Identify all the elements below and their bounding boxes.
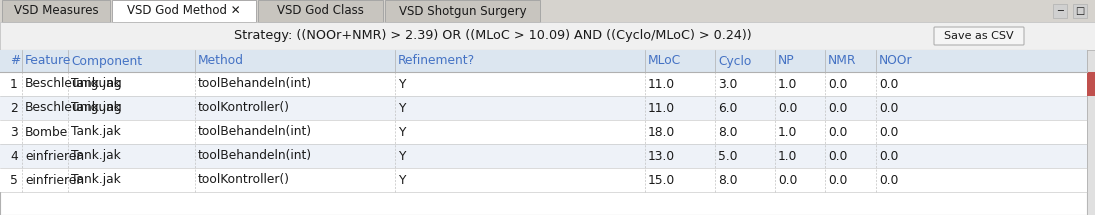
Text: Y: Y xyxy=(397,101,405,115)
Text: 11.0: 11.0 xyxy=(648,101,676,115)
Bar xyxy=(1087,72,1095,96)
Text: VSD Shotgun Surgery: VSD Shotgun Surgery xyxy=(399,5,527,17)
Text: Tank.jak: Tank.jak xyxy=(71,174,120,186)
Text: Refinement?: Refinement? xyxy=(397,54,475,68)
Bar xyxy=(0,72,1087,96)
Bar xyxy=(0,22,1095,50)
Bar xyxy=(0,120,1087,144)
Text: 5.0: 5.0 xyxy=(718,149,738,163)
Text: Tank.jak: Tank.jak xyxy=(71,149,120,163)
Text: 2: 2 xyxy=(10,101,18,115)
Text: Feature: Feature xyxy=(25,54,71,68)
Text: 3: 3 xyxy=(10,126,18,138)
Text: 18.0: 18.0 xyxy=(648,126,676,138)
Text: toolBehandeln(int): toolBehandeln(int) xyxy=(198,126,312,138)
Text: Cyclo: Cyclo xyxy=(718,54,751,68)
Bar xyxy=(0,96,1087,120)
Text: 0.0: 0.0 xyxy=(828,126,848,138)
Text: toolKontroller(): toolKontroller() xyxy=(198,174,290,186)
Text: 1.0: 1.0 xyxy=(779,77,797,91)
Text: Tank.jak: Tank.jak xyxy=(71,101,120,115)
Text: Tank.jak: Tank.jak xyxy=(71,126,120,138)
Text: einfrieren: einfrieren xyxy=(25,174,84,186)
Text: 0.0: 0.0 xyxy=(828,101,848,115)
Text: 1: 1 xyxy=(10,77,18,91)
FancyBboxPatch shape xyxy=(934,27,1024,45)
Text: Tank.jak: Tank.jak xyxy=(71,77,120,91)
Text: VSD God Method ✕: VSD God Method ✕ xyxy=(127,5,241,17)
Text: 0.0: 0.0 xyxy=(879,101,898,115)
Text: 8.0: 8.0 xyxy=(718,126,738,138)
Text: Y: Y xyxy=(397,174,405,186)
Text: 0.0: 0.0 xyxy=(779,174,797,186)
Bar xyxy=(0,144,1087,168)
Text: 15.0: 15.0 xyxy=(648,174,676,186)
Text: 6.0: 6.0 xyxy=(718,101,737,115)
Text: einfrieren: einfrieren xyxy=(25,149,84,163)
Text: 5: 5 xyxy=(10,174,18,186)
Text: VSD Measures: VSD Measures xyxy=(13,5,99,17)
Text: Y: Y xyxy=(397,126,405,138)
Bar xyxy=(2,0,110,22)
Text: 1.0: 1.0 xyxy=(779,126,797,138)
Text: 4: 4 xyxy=(10,149,18,163)
Bar xyxy=(258,0,383,22)
Text: Component: Component xyxy=(71,54,142,68)
Text: 11.0: 11.0 xyxy=(648,77,676,91)
Text: 0.0: 0.0 xyxy=(879,126,898,138)
Text: 0.0: 0.0 xyxy=(879,77,898,91)
Text: 0.0: 0.0 xyxy=(779,101,797,115)
Text: toolKontroller(): toolKontroller() xyxy=(198,101,290,115)
Text: 0.0: 0.0 xyxy=(879,174,898,186)
Text: Bombe: Bombe xyxy=(25,126,68,138)
Text: MLoC: MLoC xyxy=(648,54,681,68)
Text: 0.0: 0.0 xyxy=(828,77,848,91)
Text: 0.0: 0.0 xyxy=(879,149,898,163)
Bar xyxy=(112,0,256,22)
Text: □: □ xyxy=(1075,6,1085,16)
Text: Beschleunigung: Beschleunigung xyxy=(25,101,123,115)
Text: VSD God Class: VSD God Class xyxy=(277,5,364,17)
Text: 3.0: 3.0 xyxy=(718,77,737,91)
Bar xyxy=(0,50,1087,215)
Bar xyxy=(1087,50,1095,215)
Text: Y: Y xyxy=(397,77,405,91)
Bar xyxy=(385,0,540,22)
Text: ─: ─ xyxy=(1057,6,1063,16)
Bar xyxy=(1053,4,1067,18)
Text: 13.0: 13.0 xyxy=(648,149,676,163)
Text: Beschleunigung: Beschleunigung xyxy=(25,77,123,91)
Text: Y: Y xyxy=(397,149,405,163)
Text: 8.0: 8.0 xyxy=(718,174,738,186)
Text: Save as CSV: Save as CSV xyxy=(944,31,1014,41)
Bar xyxy=(0,50,1087,72)
Text: NMR: NMR xyxy=(828,54,856,68)
Text: NP: NP xyxy=(779,54,795,68)
Text: toolBehandeln(int): toolBehandeln(int) xyxy=(198,77,312,91)
Bar xyxy=(0,0,1095,22)
Text: toolBehandeln(int): toolBehandeln(int) xyxy=(198,149,312,163)
Text: Method: Method xyxy=(198,54,244,68)
Text: 1.0: 1.0 xyxy=(779,149,797,163)
Bar xyxy=(1073,4,1087,18)
Text: #: # xyxy=(10,54,20,68)
Text: 0.0: 0.0 xyxy=(828,174,848,186)
Text: 0.0: 0.0 xyxy=(828,149,848,163)
Text: Strategy: ((NOOr+NMR) > 2.39) OR ((MLoC > 10.09) AND ((Cyclo/MLoC) > 0.24)): Strategy: ((NOOr+NMR) > 2.39) OR ((MLoC … xyxy=(234,29,751,43)
Bar xyxy=(0,168,1087,192)
Text: NOOr: NOOr xyxy=(879,54,912,68)
